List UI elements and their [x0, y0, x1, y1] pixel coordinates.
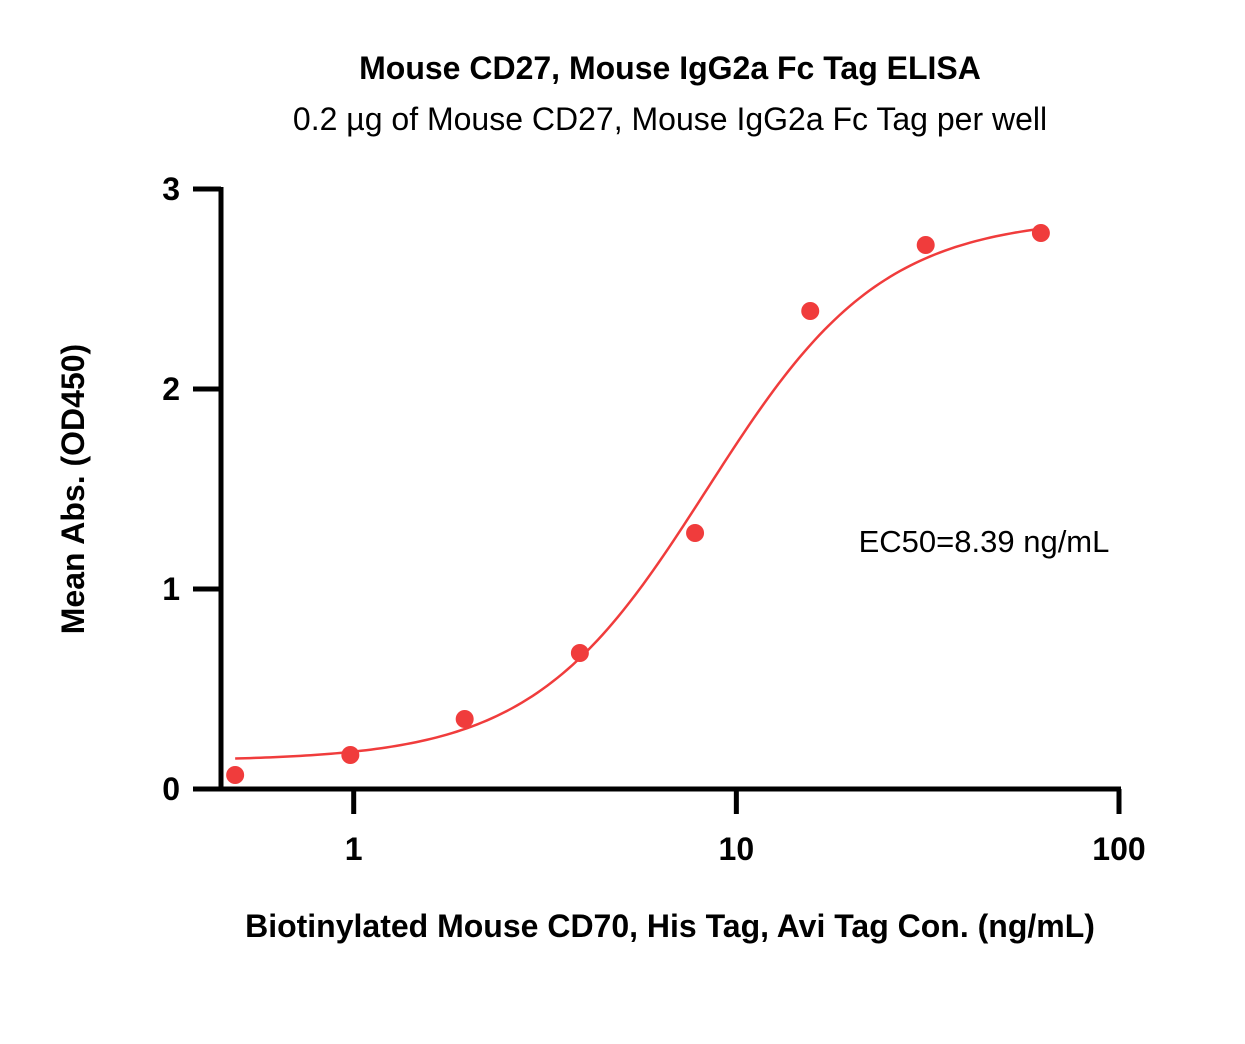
fit-curve-layer [235, 227, 1042, 760]
x-tick-label: 10 [719, 831, 755, 867]
data-points-layer [226, 224, 1050, 784]
data-point [341, 746, 360, 764]
data-point [686, 524, 705, 542]
y-tick-label: 1 [162, 571, 180, 607]
ec50-annotation: EC50=8.39 ng/mL [859, 524, 1110, 559]
data-point [455, 710, 474, 728]
data-point [801, 302, 820, 320]
y-tick-label: 0 [162, 771, 180, 807]
data-point [570, 644, 589, 662]
data-point [916, 236, 935, 254]
y-tick-label: 2 [162, 371, 180, 407]
chart-title: Mouse CD27, Mouse IgG2a Fc Tag ELISA [359, 50, 981, 86]
fit-curve [235, 227, 1042, 760]
x-tick-label: 1 [345, 831, 363, 867]
y-tick-label: 3 [162, 171, 180, 207]
x-tick-label: 100 [1092, 831, 1145, 867]
chart-subtitle: 0.2 µg of Mouse CD27, Mouse IgG2a Fc Tag… [293, 101, 1047, 137]
y-axis-label: Mean Abs. (OD450) [55, 344, 91, 634]
x-axis-label: Biotinylated Mouse CD70, His Tag, Avi Ta… [245, 908, 1095, 944]
data-point [1031, 224, 1050, 242]
axes: 0 1 2 3 1 10 100 [162, 171, 1145, 867]
data-point [226, 766, 245, 784]
